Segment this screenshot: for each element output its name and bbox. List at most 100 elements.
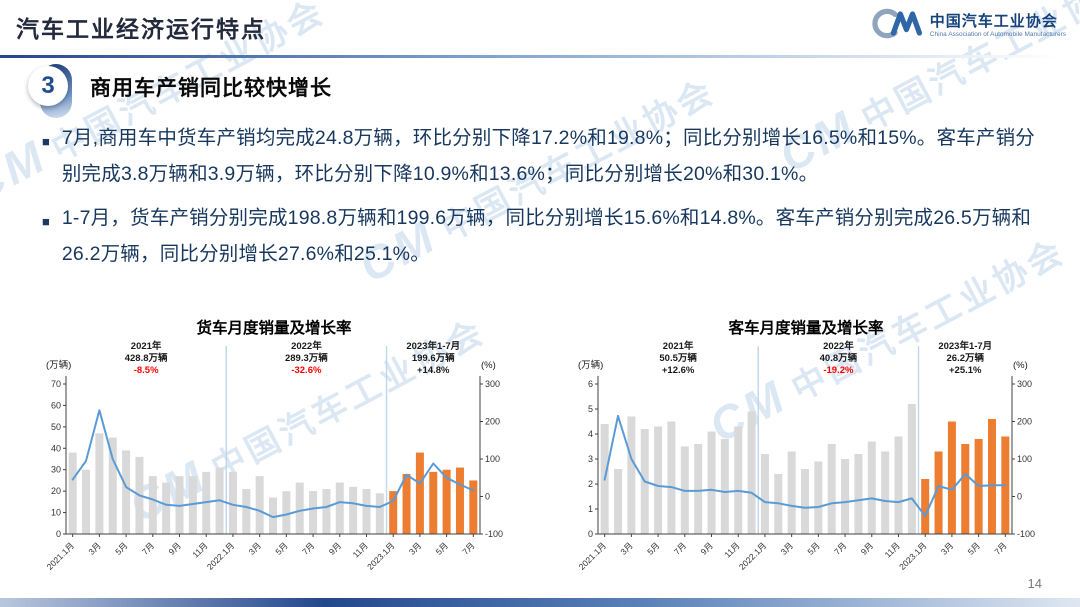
svg-text:3月: 3月 <box>618 540 634 556</box>
svg-text:20: 20 <box>51 486 61 496</box>
bus-sales-chart: 客车月度销量及增长率 0 1 2 3 4 5 6 -100 0 100 200 300 2021.1月 3… <box>552 316 1060 592</box>
svg-text:3月: 3月 <box>407 540 423 556</box>
svg-text:11月: 11月 <box>883 540 902 559</box>
svg-text:9月: 9月 <box>327 540 343 556</box>
svg-text:7月: 7月 <box>300 540 316 556</box>
svg-text:3月: 3月 <box>939 540 955 556</box>
bullet-text: 1-7月，货车产销分别完成198.8万辆和199.6万辆，同比分别增长15.6%… <box>61 207 1032 266</box>
svg-text:100: 100 <box>1017 454 1032 464</box>
svg-text:7月: 7月 <box>672 540 688 556</box>
svg-text:5: 5 <box>588 404 593 414</box>
svg-text:11月: 11月 <box>351 540 370 559</box>
footer-accent-bar <box>0 598 1080 607</box>
svg-text:-100: -100 <box>485 529 503 539</box>
svg-text:2: 2 <box>588 479 593 489</box>
svg-text:70: 70 <box>51 379 61 389</box>
svg-text:60: 60 <box>51 400 61 410</box>
svg-text:(%): (%) <box>1013 360 1028 371</box>
svg-text:2021年: 2021年 <box>131 340 162 352</box>
bullet-item: ■ 7月,商用车中货车产销均完成24.8万辆，环比分别下降17.2%和19.8%… <box>42 120 1046 192</box>
bullet-marker-icon: ■ <box>42 214 50 230</box>
svg-text:200: 200 <box>1017 417 1032 427</box>
caam-logo-text: 中国汽车工业协会 China Association of Automobile… <box>930 13 1066 40</box>
svg-text:289.3万辆: 289.3万辆 <box>285 352 328 364</box>
caam-logo-name-cn: 中国汽车工业协会 <box>929 12 1058 30</box>
svg-text:2023年1-7月: 2023年1-7月 <box>938 340 992 352</box>
svg-text:0: 0 <box>56 529 61 539</box>
svg-text:100: 100 <box>485 454 500 464</box>
svg-text:300: 300 <box>485 379 500 389</box>
svg-text:300: 300 <box>1017 379 1032 389</box>
svg-text:3: 3 <box>588 454 593 464</box>
svg-text:0: 0 <box>485 492 490 502</box>
chart-title: 客车月度销量及增长率 <box>728 320 884 337</box>
svg-text:2022.1月: 2022.1月 <box>205 540 236 571</box>
section-heading: 商用车产销同比较快增长 <box>90 77 332 100</box>
page-title: 汽车工业经济运行特点 <box>16 16 266 42</box>
svg-text:6: 6 <box>588 379 593 389</box>
svg-text:0: 0 <box>1017 492 1022 502</box>
svg-text:50.5万辆: 50.5万辆 <box>659 352 697 364</box>
svg-text:2021.1月: 2021.1月 <box>45 540 76 571</box>
svg-text:40: 40 <box>51 443 61 453</box>
svg-text:5月: 5月 <box>645 540 661 556</box>
page-number: 14 <box>1027 576 1042 591</box>
truck-sales-chart: 货车月度销量及增长率 0 10 20 30 40 50 60 70 -100 0 100 200 300… <box>20 316 528 592</box>
caam-logo: 中国汽车工业协会 China Association of Automobile… <box>869 7 1066 45</box>
svg-text:9月: 9月 <box>699 540 715 556</box>
svg-text:199.6万辆: 199.6万辆 <box>412 352 455 364</box>
svg-text:2022年: 2022年 <box>291 340 322 352</box>
svg-text:9月: 9月 <box>167 540 183 556</box>
bullet-marker-icon: ■ <box>42 134 50 149</box>
svg-text:11月: 11月 <box>190 540 209 559</box>
svg-text:0: 0 <box>588 529 593 539</box>
svg-text:200: 200 <box>485 417 500 427</box>
bus-sales-chart-canvas: 0 1 2 3 4 5 6 -100 0 100 200 300 2021.1月 3月 5月 7月 9月 11月 2… <box>552 336 1060 592</box>
svg-text:(万辆): (万辆) <box>578 359 603 371</box>
svg-text:-19.2%: -19.2% <box>823 365 854 376</box>
svg-text:2023.1月: 2023.1月 <box>897 540 928 571</box>
svg-text:4: 4 <box>588 429 593 439</box>
svg-text:9月: 9月 <box>859 540 875 556</box>
svg-text:3月: 3月 <box>247 540 263 556</box>
svg-text:-32.6%: -32.6% <box>291 365 322 376</box>
svg-text:3月: 3月 <box>86 540 102 556</box>
svg-text:7月: 7月 <box>140 540 156 556</box>
bullet-list: ■ 7月,商用车中货车产销均完成24.8万辆，环比分别下降17.2%和19.8%… <box>42 120 1046 280</box>
svg-text:+25.1%: +25.1% <box>949 365 982 376</box>
svg-text:5月: 5月 <box>434 540 450 556</box>
svg-text:(万辆): (万辆) <box>46 359 71 371</box>
truck-sales-chart-canvas: 0 10 20 30 40 50 60 70 -100 0 100 200 300 2021.1月 3月 5月… <box>20 336 528 592</box>
svg-text:1: 1 <box>588 504 593 514</box>
svg-text:5月: 5月 <box>966 540 982 556</box>
bullet-item: ■ 1-7月，货车产销分别完成198.8万辆和199.6万辆，同比分别增长15.… <box>42 200 1046 272</box>
svg-text:-8.5%: -8.5% <box>134 365 159 376</box>
chart-title: 货车月度销量及增长率 <box>196 320 352 337</box>
caam-logo-name-en: China Association of Automobile Manufact… <box>929 31 1066 39</box>
svg-text:2022年: 2022年 <box>823 340 854 352</box>
header-divider <box>0 55 1080 58</box>
svg-text:40.8万辆: 40.8万辆 <box>820 352 858 364</box>
svg-text:7月: 7月 <box>832 540 848 556</box>
svg-text:7月: 7月 <box>992 540 1008 556</box>
svg-text:2023年1-7月: 2023年1-7月 <box>406 340 460 352</box>
svg-text:2023.1月: 2023.1月 <box>365 540 396 571</box>
svg-text:428.8万辆: 428.8万辆 <box>125 352 168 364</box>
svg-text:50: 50 <box>51 422 61 432</box>
svg-text:10: 10 <box>51 508 61 518</box>
svg-text:26.2万辆: 26.2万辆 <box>947 352 985 364</box>
svg-text:+12.6%: +12.6% <box>662 365 695 376</box>
charts-row: 货车月度销量及增长率 0 10 20 30 40 50 60 70 -100 0 100 200 300… <box>0 316 1080 592</box>
svg-text:3月: 3月 <box>779 540 795 556</box>
svg-text:30: 30 <box>51 465 61 475</box>
caam-logo-mark-icon <box>869 7 923 45</box>
svg-text:5月: 5月 <box>805 540 821 556</box>
svg-text:5月: 5月 <box>113 540 129 556</box>
svg-text:11月: 11月 <box>722 540 741 559</box>
svg-text:7月: 7月 <box>460 540 476 556</box>
svg-text:(%): (%) <box>481 360 496 371</box>
section-number-badge: 3 <box>28 66 68 106</box>
svg-text:5月: 5月 <box>273 540 289 556</box>
bullet-text: 7月,商用车中货车产销均完成24.8万辆，环比分别下降17.2%和19.8%；同… <box>61 127 1035 186</box>
